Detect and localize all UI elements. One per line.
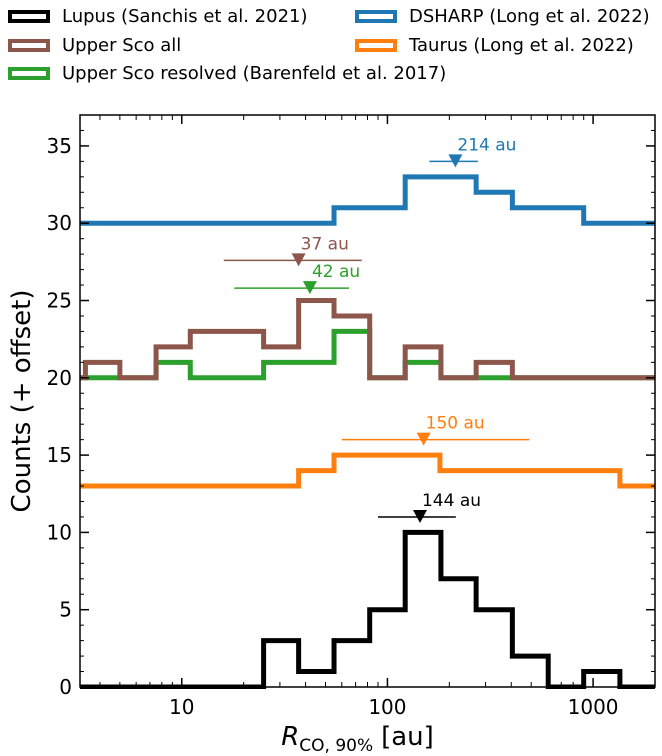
x-axis-label: RCO, 90% [au] <box>281 722 434 756</box>
series-line-lupus-sanchis-et-al-2021 <box>80 529 655 689</box>
legend-item-lupus: Lupus (Sanchis et al. 2021) <box>8 6 308 27</box>
legend-item-dsharp: DSHARP (Long et al. 2022) <box>355 6 650 27</box>
x-axis-label-sub: CO, 90% <box>299 736 373 756</box>
x-axis-label-unit: [au] <box>381 722 434 752</box>
series-layer <box>80 174 655 689</box>
plot-frame <box>79 114 656 688</box>
y-tick-label: 0 <box>59 675 72 699</box>
legend-swatch-upper-sco-all <box>8 39 50 52</box>
y-axis-label: Counts (+ offset) <box>7 290 37 513</box>
median-marker-upper-sco-all <box>291 253 306 267</box>
y-tick-label: 20 <box>47 366 72 390</box>
legend-item-upper-sco-resolved: Upper Sco resolved (Barenfeld et al. 201… <box>8 63 446 84</box>
median-marker-upper-sco-resolved-barenfeld-et-al-2017 <box>302 281 317 295</box>
x-tick-label: 10 <box>169 695 194 719</box>
y-tick-label: 35 <box>47 134 72 158</box>
legend-item-taurus: Taurus (Long et al. 2022) <box>355 35 634 56</box>
x-axis-label-main: R <box>281 722 299 752</box>
median-label-dsharp-long-et-al-2022: 214 au <box>457 135 516 155</box>
y-tick-label: 10 <box>47 520 72 544</box>
legend-label-upper-sco-resolved: Upper Sco resolved (Barenfeld et al. 201… <box>62 63 447 84</box>
median-label-lupus-sanchis-et-al-2021: 144 au <box>422 491 481 511</box>
legend-swatch-dsharp <box>355 10 397 23</box>
median-label-taurus-long-et-al-2022: 150 au <box>426 414 485 434</box>
legend-label-upper-sco-all: Upper Sco all <box>62 35 182 56</box>
series-line-taurus-long-et-al-2022 <box>80 452 655 489</box>
median-marker-dsharp-long-et-al-2022 <box>448 154 463 168</box>
legend-swatch-upper-sco-resolved <box>8 67 50 80</box>
legend: Lupus (Sanchis et al. 2021) DSHARP (Long… <box>0 0 662 100</box>
median-annotations: 144 au 150 au 42 au 37 au 214 au <box>223 135 530 523</box>
series-line-upper-sco-resolved-barenfeld-et-al-2017 <box>80 328 655 381</box>
y-tick-label: 25 <box>47 289 72 313</box>
legend-label-taurus: Taurus (Long et al. 2022) <box>409 35 634 56</box>
series-line-upper-sco-all <box>80 298 655 381</box>
series-line-dsharp-long-et-al-2022 <box>80 174 655 226</box>
y-tick-label: 15 <box>47 443 72 467</box>
median-marker-lupus-sanchis-et-al-2021 <box>412 509 427 523</box>
legend-label-dsharp: DSHARP (Long et al. 2022) <box>409 6 650 27</box>
x-tick-label: 1000 <box>568 695 619 719</box>
median-label-upper-sco-resolved-barenfeld-et-al-2017: 42 au <box>312 262 360 282</box>
legend-swatch-lupus <box>8 10 50 23</box>
legend-label-lupus: Lupus (Sanchis et al. 2021) <box>62 6 308 27</box>
legend-swatch-taurus <box>355 39 397 52</box>
y-tick-label: 5 <box>59 598 72 622</box>
legend-item-upper-sco-all: Upper Sco all <box>8 35 181 56</box>
median-marker-taurus-long-et-al-2022 <box>416 432 431 446</box>
x-tick-label: 100 <box>368 695 406 719</box>
median-label-upper-sco-all: 37 au <box>301 234 349 254</box>
y-tick-label: 30 <box>47 211 72 235</box>
